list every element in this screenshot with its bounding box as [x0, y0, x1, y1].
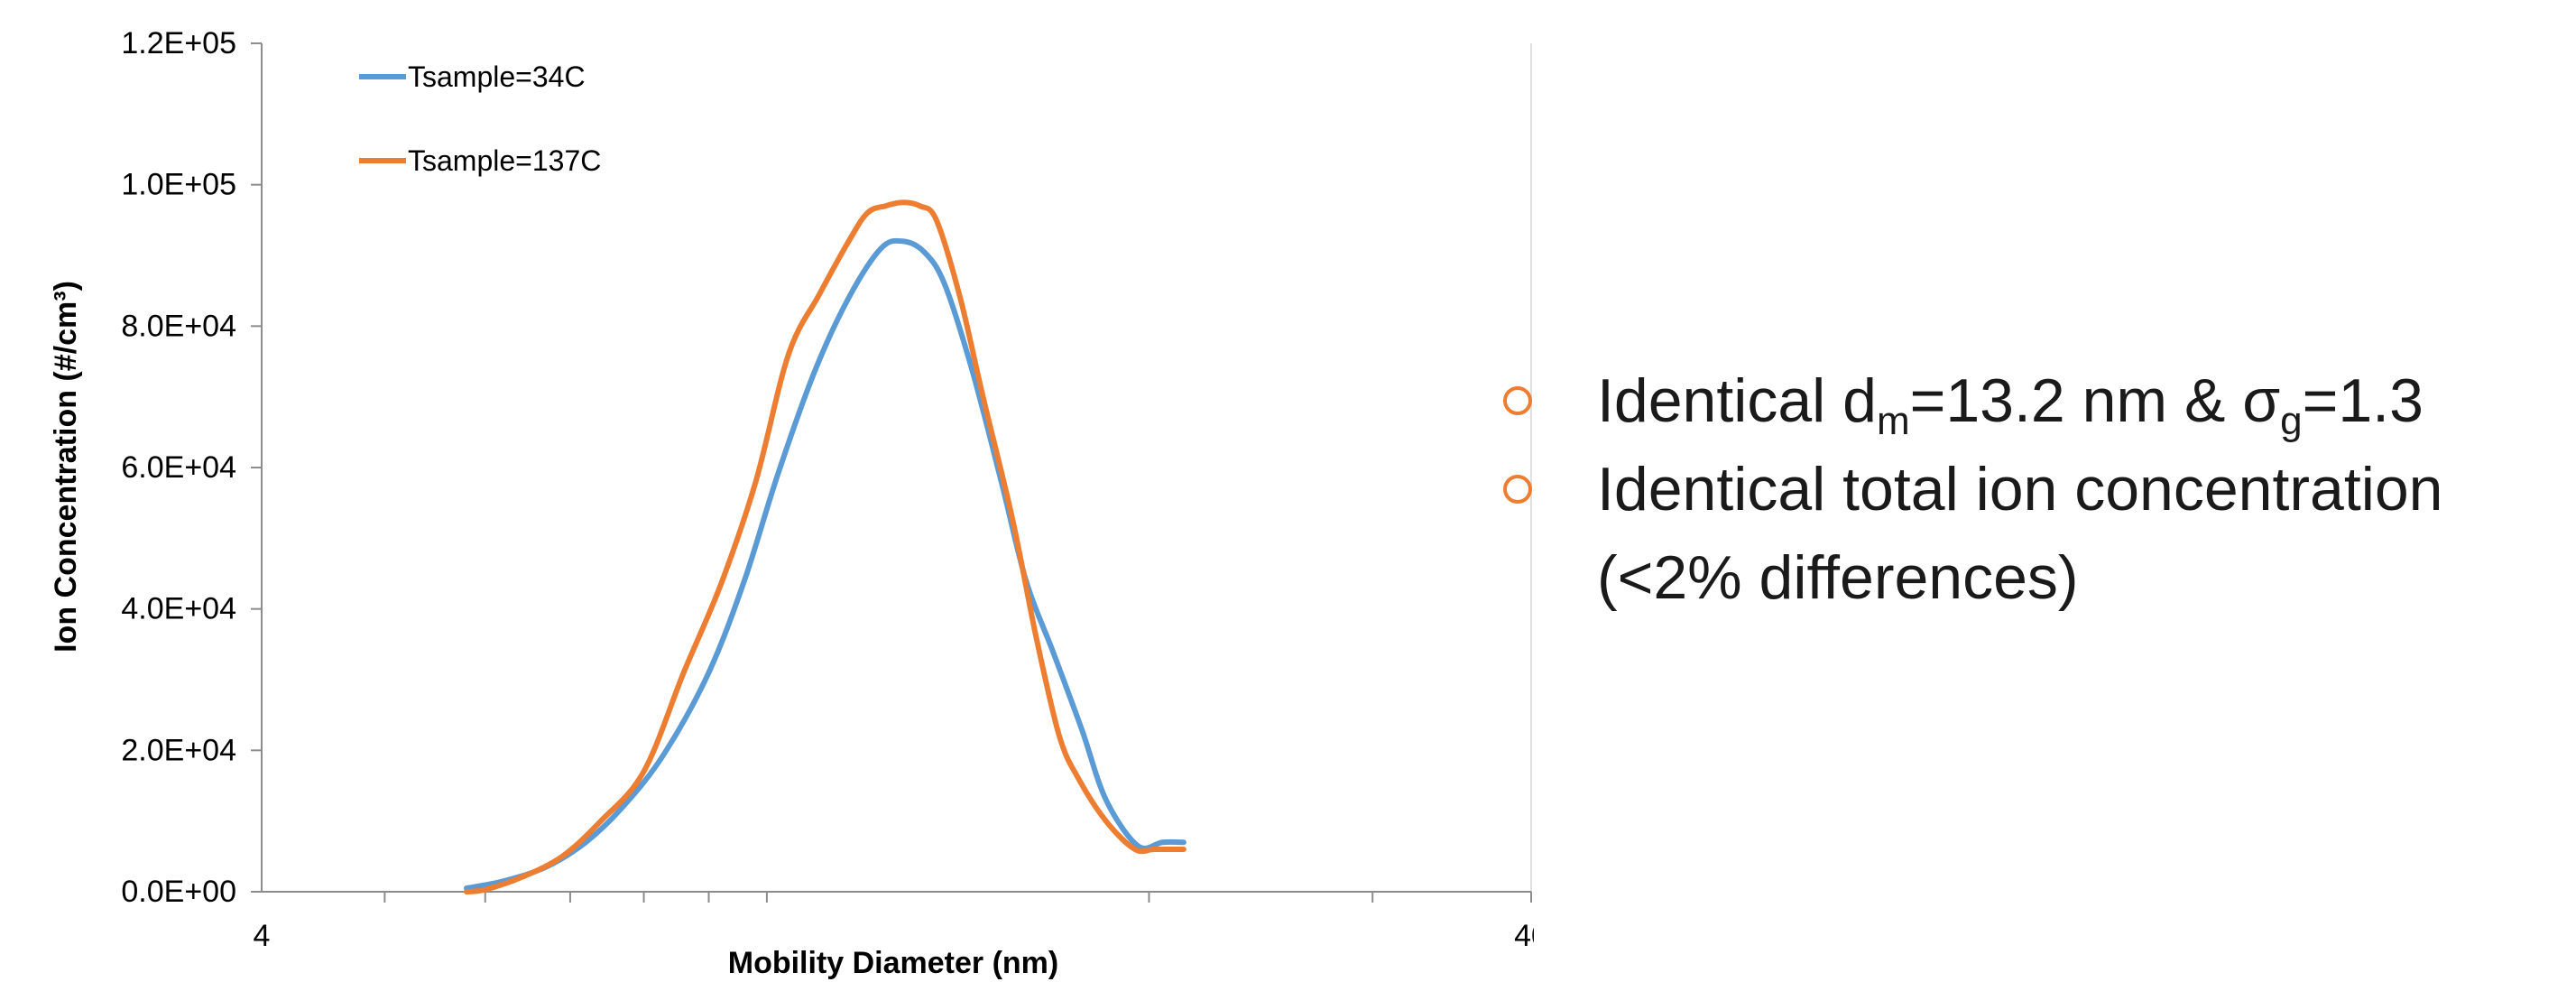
y-tick-label: 4.0E+04 — [121, 592, 236, 626]
bullet-subscript-g: g — [2280, 399, 2303, 443]
x-tick-label: 40 — [1514, 919, 1534, 953]
y-tick-label: 2.0E+04 — [121, 733, 236, 767]
x-axis-title: Mobility Diameter (nm) — [728, 946, 1058, 980]
y-tick-label: 6.0E+04 — [121, 450, 236, 485]
bullet-text-suffix: =1.3 — [2302, 366, 2424, 435]
x-tick-label: 4 — [254, 919, 271, 953]
data-series — [464, 199, 1186, 894]
bullet-circle-icon — [1503, 386, 1532, 415]
x-axis-ticks: 4 40 — [254, 892, 1534, 953]
y-axis-title: Ion Concentration (#/cm³) — [49, 281, 83, 653]
legend-label-137c: Tsample=137C — [408, 144, 601, 177]
y-tick-label: 1.0E+05 — [121, 168, 236, 202]
chart: 0.0E+00 2.0E+04 4.0E+04 6.0E+04 8.0E+04 1.0E+… — [49, 26, 1534, 980]
bullet-subscript-m: m — [1876, 399, 1910, 443]
series-line-34c — [464, 237, 1186, 892]
y-tick-label: 0.0E+00 — [121, 875, 236, 909]
y-tick-label: 8.0E+04 — [121, 309, 236, 343]
legend-label-34c: Tsample=34C — [408, 60, 586, 93]
bullet-text-prefix: Identical d — [1597, 366, 1877, 435]
legend: Tsample=34C Tsample=137C — [359, 60, 601, 177]
bullet-text-line1: Identical total ion concentration — [1597, 455, 2443, 523]
bullet-circle-icon — [1503, 475, 1532, 504]
bullet-text-line2: (<2% differences) — [1597, 543, 2079, 612]
y-tick-label: 1.2E+05 — [121, 26, 236, 60]
bullet-item-median-diameter: Identical dm=13.2 nm & σg=1.3 — [1498, 357, 2571, 445]
bullet-text-middle: =13.2 nm & σ — [1909, 366, 2281, 435]
bullet-item-total-concentration: Identical total ion concentration (<2% d… — [1498, 445, 2571, 622]
y-axis-ticks: 0.0E+00 2.0E+04 4.0E+04 6.0E+04 8.0E+04 1.0E+… — [121, 26, 262, 909]
bullet-list: Identical dm=13.2 nm & σg=1.3 Identical … — [1498, 357, 2571, 622]
series-line-137c — [464, 199, 1186, 894]
